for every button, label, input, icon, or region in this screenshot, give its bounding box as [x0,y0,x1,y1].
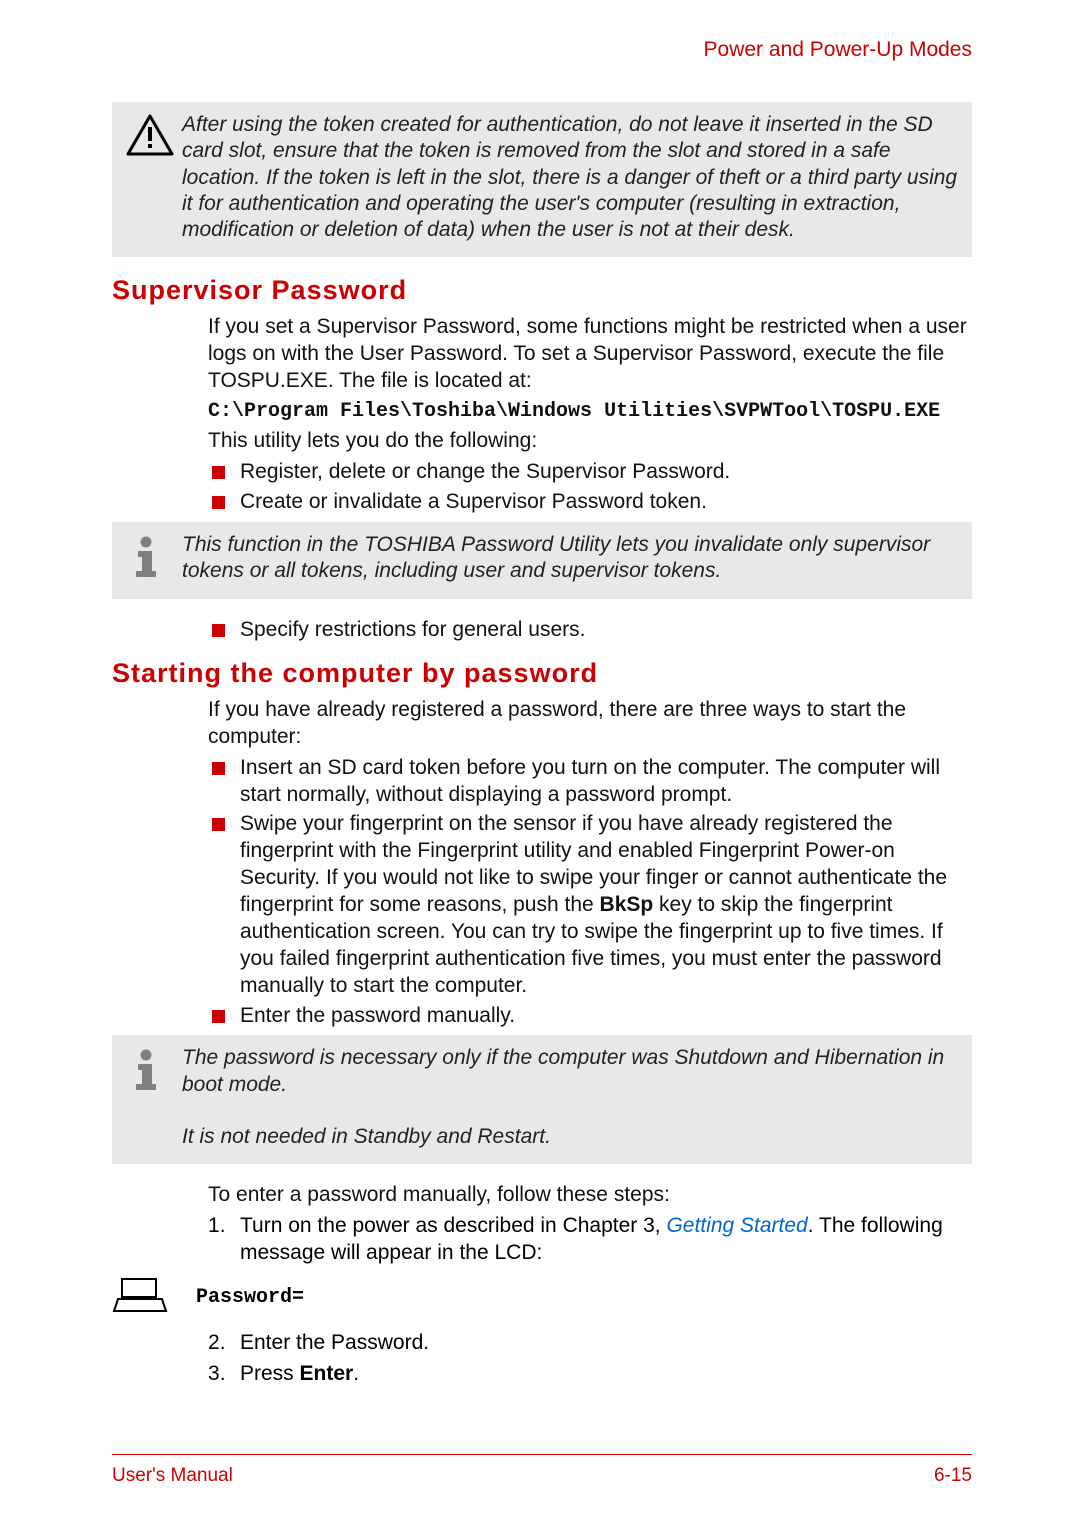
link-getting-started[interactable]: Getting Started [666,1214,807,1237]
s2-p2: To enter a password manually, follow the… [208,1182,972,1209]
note-line-1: The password is necessary only if the co… [182,1046,944,1095]
info-text-1: This function in the TOSHIBA Password Ut… [182,532,958,585]
info-icon [126,1045,182,1098]
list-item: Insert an SD card token before you turn … [208,755,972,809]
laptop-icon [112,1275,168,1320]
header-section-title: Power and Power-Up Modes [112,38,972,62]
s2-bullets: Insert an SD card token before you turn … [208,755,972,1030]
heading-starting-by-password: Starting the computer by password [112,658,972,689]
step-3: Press Enter. [208,1361,972,1388]
s1-path: C:\Program Files\Toshiba\Windows Utiliti… [208,399,972,425]
s1-bullets-1: Register, delete or change the Superviso… [208,459,972,516]
list-item: Swipe your fingerprint on the sensor if … [208,811,972,999]
warning-callout: After using the token created for authen… [112,102,972,257]
footer-right: 6-15 [934,1465,972,1487]
step3-a: Press [240,1362,300,1385]
s1-p2: This utility lets you do the following: [208,428,972,455]
s1-bullets-2: Specify restrictions for general users. [208,617,972,644]
list-item: Register, delete or change the Superviso… [208,459,972,486]
step-2: Enter the Password. [208,1330,972,1357]
step-1: Turn on the power as described in Chapte… [208,1213,972,1267]
step1-a: Turn on the power as described in Chapte… [240,1214,666,1237]
info-callout-2: The password is necessary only if the co… [112,1035,972,1164]
warning-text: After using the token created for authen… [182,112,958,243]
page-footer: User's Manual 6-15 [112,1454,972,1487]
warning-icon [126,112,182,163]
list-item: Create or invalidate a Supervisor Passwo… [208,489,972,516]
password-prompt-row: Password= [112,1275,972,1320]
footer-left: User's Manual [112,1465,233,1487]
list-item: Enter the password manually. [208,1003,972,1030]
page-content: Power and Power-Up Modes After using the… [112,38,972,1392]
heading-supervisor-password: Supervisor Password [112,275,972,306]
password-label: Password= [196,1286,304,1309]
step3-c: . [353,1362,359,1385]
note-line-2: It is not needed in Standby and Restart. [182,1125,551,1148]
s2-steps-cont: Enter the Password. Press Enter. [208,1330,972,1388]
info-callout-1: This function in the TOSHIBA Password Ut… [112,522,972,599]
s1-p1: If you set a Supervisor Password, some f… [208,314,972,395]
s2-steps: Turn on the power as described in Chapte… [208,1213,972,1267]
list-item: Specify restrictions for general users. [208,617,972,644]
info-icon [126,532,182,585]
s2-p1: If you have already registered a passwor… [208,697,972,751]
step3-enter: Enter [300,1362,354,1385]
list-item-text: Swipe your fingerprint on the sensor if … [240,812,947,996]
info-text-2: The password is necessary only if the co… [182,1045,958,1150]
